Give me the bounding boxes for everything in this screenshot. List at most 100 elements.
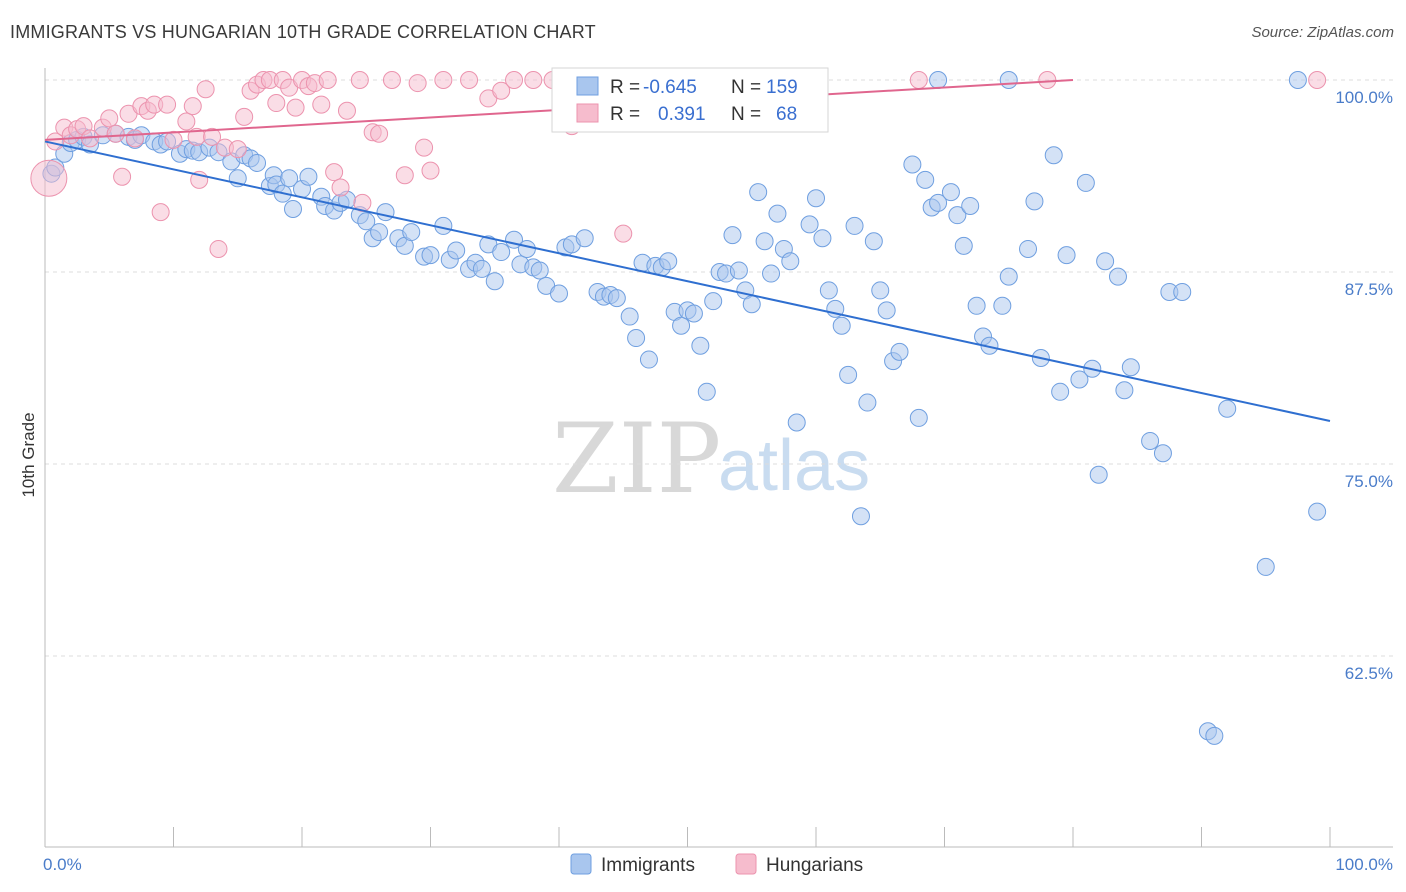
immigrants-point [1115, 381, 1134, 400]
y-axis-label: 10th Grade [19, 412, 38, 497]
legend-bottom-immigrants-swatch [570, 853, 592, 875]
immigrants-point [768, 204, 787, 223]
hungarians-point [312, 95, 331, 114]
immigrants-point [877, 301, 896, 320]
immigrants-point [1089, 465, 1108, 484]
hungarians-point [318, 71, 337, 89]
immigrants-point [248, 153, 267, 172]
immigrants-point [909, 408, 928, 427]
immigrants-point [620, 307, 639, 326]
immigrants-point [1121, 358, 1140, 377]
hungarians-point [408, 74, 427, 93]
immigrants-point [1153, 444, 1172, 463]
hungarians-point [614, 224, 633, 243]
hungarians-point [209, 239, 228, 258]
immigrants-point [1256, 557, 1275, 576]
immigrants-trend-line [44, 140, 1331, 422]
immigrants-point [280, 169, 299, 188]
immigrants-point [550, 284, 568, 303]
immigrants-point [575, 229, 594, 248]
hungarians-point [1038, 71, 1057, 89]
hungarians-point [203, 127, 222, 146]
immigrants-point [1288, 71, 1307, 89]
immigrants-point [627, 329, 646, 348]
hungarians-point [434, 71, 453, 89]
immigrants-point [999, 71, 1018, 89]
legend-row1-n-value: 159 [766, 77, 798, 98]
hungarians-point [415, 138, 434, 157]
immigrants-point [421, 246, 440, 265]
hungarians-point [196, 80, 215, 99]
immigrants-point [607, 289, 626, 308]
hungarians-point [1308, 71, 1327, 89]
immigrants-point [916, 170, 935, 189]
immigrants-point [691, 336, 710, 355]
hungarians-point [125, 129, 144, 148]
hungarians-point [524, 71, 543, 89]
hungarians-point [331, 178, 350, 197]
x-tick-label-min: 0.0% [43, 855, 82, 874]
immigrants-point [781, 252, 800, 271]
immigrants-point [929, 71, 948, 89]
immigrants-point [447, 241, 466, 260]
immigrants-point [723, 226, 742, 245]
hungarians-point [370, 124, 389, 143]
hungarians-point [267, 94, 286, 113]
immigrants-point [749, 183, 768, 202]
hungarians-point [325, 163, 344, 182]
hungarians-point [158, 95, 177, 114]
hungarians-point [177, 112, 196, 131]
immigrants-point [948, 206, 967, 225]
immigrants-point [807, 189, 825, 208]
legend-row1-r-value: -0.645 [643, 77, 697, 98]
immigrants-point [517, 239, 536, 258]
immigrants-point [402, 223, 421, 242]
immigrants-point [787, 413, 806, 432]
immigrants-point [1096, 252, 1115, 271]
hungarians-point [909, 71, 928, 89]
immigrants-point [871, 281, 890, 300]
hungarians-point [100, 109, 119, 128]
watermark-atlas: atlas [718, 426, 870, 506]
immigrants-point [929, 193, 948, 212]
hungarians-point [228, 140, 247, 159]
immigrants-point [993, 296, 1012, 315]
y-tick-label: 100.0% [1335, 88, 1393, 107]
x-tick-labels: 0.0% 100.0% [43, 855, 1393, 874]
immigrants-point [800, 215, 819, 234]
legend-immigrants-swatch [576, 76, 599, 96]
hungarians-point [492, 81, 511, 100]
hungarians-point [382, 71, 401, 89]
immigrants-point [1173, 282, 1192, 301]
immigrants-point [961, 196, 980, 215]
immigrants-point [672, 316, 691, 335]
hungarians-point [460, 71, 479, 89]
immigrants-point [1025, 192, 1044, 211]
y-tick-label: 75.0% [1345, 472, 1393, 491]
immigrants-point [530, 261, 549, 280]
immigrants-point [1218, 399, 1237, 418]
immigrants-point [1141, 431, 1160, 450]
watermark-zip: ZIP [552, 403, 721, 515]
immigrants-point [941, 183, 960, 202]
immigrants-point [858, 393, 877, 412]
hungarians-point [106, 124, 125, 143]
immigrants-point [890, 342, 909, 361]
x-tick-label-max: 100.0% [1335, 855, 1393, 874]
axes [44, 68, 1393, 848]
chart-source: Source: ZipAtlas.com [1251, 24, 1394, 41]
legend-bottom: Immigrants Hungarians [570, 853, 863, 876]
immigrants-point [1076, 173, 1095, 192]
immigrants-point [659, 252, 678, 271]
immigrants-point [832, 316, 851, 335]
hungarians-point [505, 71, 524, 89]
legend-row1-n-label: N = [731, 77, 761, 98]
immigrants-point [1019, 239, 1038, 258]
immigrants-point [813, 229, 832, 248]
immigrants-point [967, 296, 986, 315]
immigrants-point [1108, 267, 1127, 286]
immigrants-point [357, 212, 376, 231]
immigrants-point [839, 365, 858, 384]
immigrants-point [697, 382, 716, 401]
